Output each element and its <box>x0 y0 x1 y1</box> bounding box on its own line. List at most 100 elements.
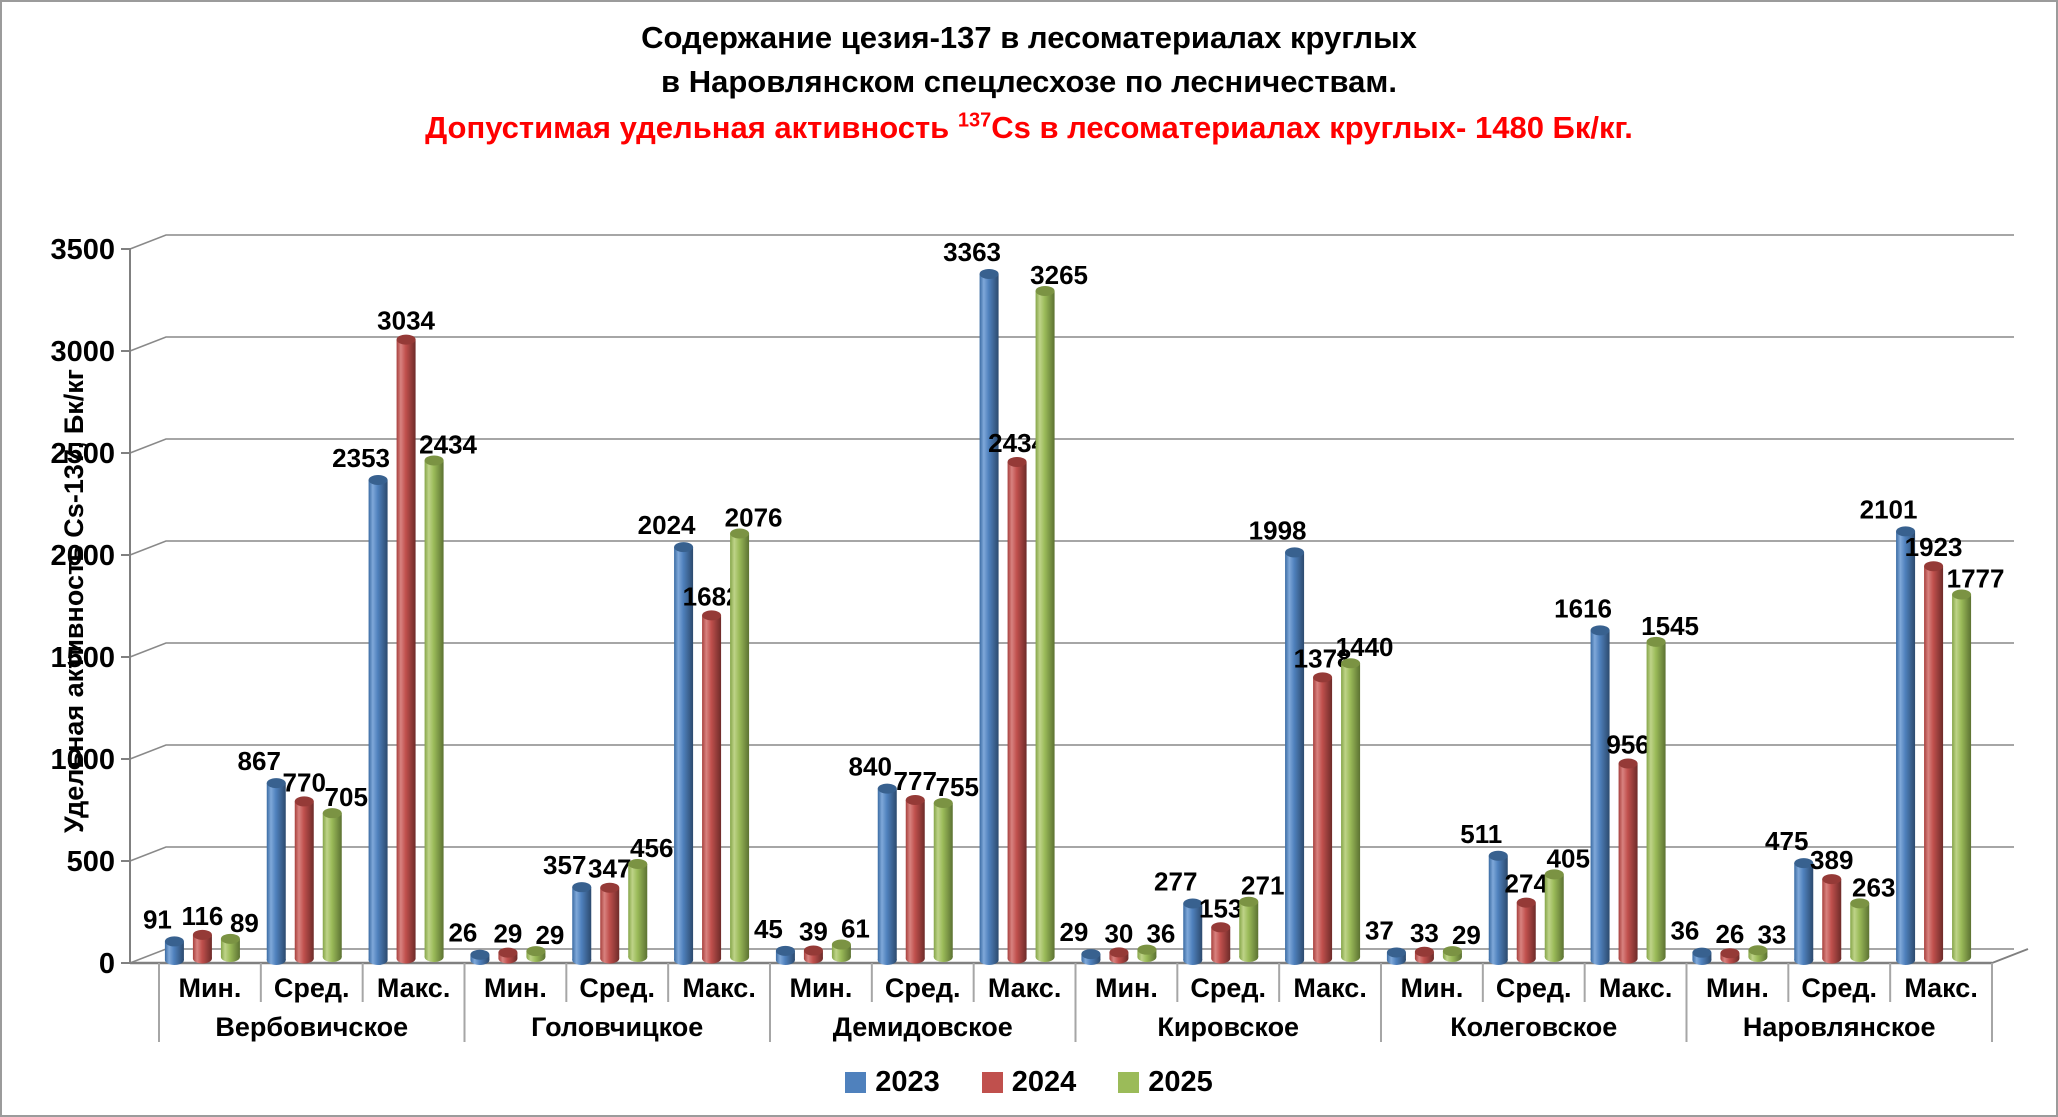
bar-2025-Головчицкое-Сред. <box>628 858 648 962</box>
x-tick-label: Макс. <box>682 973 756 1003</box>
value-label: 1923 <box>1905 532 1963 562</box>
bar-2025-Наровлянское-Мин. <box>1748 945 1768 962</box>
value-label: 29 <box>1059 917 1088 947</box>
bar-2024-Головчицкое-Сред. <box>600 882 620 964</box>
x-tick-label: Макс. <box>1904 973 1978 1003</box>
value-label: 45 <box>754 914 783 944</box>
value-label: 271 <box>1241 871 1284 901</box>
bar-2024-Вербовичское-Сред. <box>294 796 314 964</box>
value-label: 755 <box>936 772 979 802</box>
bar-2023-Вербовичское-Сред. <box>266 778 286 965</box>
bar-2023-Наровлянское-Макс. <box>1896 526 1916 965</box>
legend-label-2024: 2024 <box>1011 1066 1077 1098</box>
x-tick-label: Мин. <box>484 973 547 1003</box>
bar-2023-Кировское-Макс. <box>1285 547 1305 965</box>
bar-2023-Наровлянское-Сред. <box>1794 858 1814 965</box>
x-tick-label: Макс. <box>988 973 1062 1003</box>
value-label: 3034 <box>377 306 435 336</box>
bar-2024-Наровлянское-Мин. <box>1720 948 1740 964</box>
bar-2024-Колеговское-Макс. <box>1618 758 1638 964</box>
x-tick-label: Сред. <box>579 973 655 1003</box>
chart-warning-line: Допустимая удельная активность 137Cs в л… <box>2 106 2056 150</box>
value-label: 263 <box>1852 872 1895 902</box>
value-label: 116 <box>181 901 223 931</box>
value-label: 770 <box>283 767 326 797</box>
bar-2023-Головчицкое-Макс. <box>674 542 694 965</box>
bar-2025-Демидовское-Макс. <box>1035 285 1055 962</box>
legend-swatch-2025 <box>1118 1072 1140 1093</box>
x-tick-label: Мин. <box>178 973 241 1003</box>
bar-2025-Кировское-Мин. <box>1137 944 1157 962</box>
value-label: 33 <box>1410 918 1439 948</box>
value-label: 840 <box>849 752 892 782</box>
y-tick-label: 2500 <box>50 438 115 470</box>
legend-swatch-2024 <box>981 1072 1003 1093</box>
value-label: 2101 <box>1860 494 1918 524</box>
bar-2025-Колеговское-Макс. <box>1646 636 1666 962</box>
floor-right-edge <box>1991 948 2029 964</box>
bar-2023-Кировское-Сред. <box>1183 898 1203 965</box>
x-tick-label: Сред. <box>885 973 961 1003</box>
bar-2025-Головчицкое-Мин. <box>526 946 546 962</box>
value-label: 29 <box>535 920 564 950</box>
bar-2025-Колеговское-Сред. <box>1544 869 1564 962</box>
group-label: Головчицкое <box>531 1012 703 1042</box>
warning-superscript: 137 <box>957 109 992 132</box>
bar-2023-Наровлянское-Мин. <box>1692 947 1712 965</box>
bar-2023-Демидовское-Сред. <box>877 783 897 965</box>
bar-2025-Вербовичское-Сред. <box>322 808 342 962</box>
bar-2025-Вербовичское-Мин. <box>220 933 240 962</box>
value-label: 405 <box>1547 843 1590 873</box>
legend-item-2025: 2025 <box>1118 1066 1213 1099</box>
value-label: 347 <box>588 854 631 884</box>
x-tick-label: Мин. <box>1400 973 1463 1003</box>
value-label: 153 <box>1199 893 1242 923</box>
bar-2025-Кировское-Сред. <box>1239 896 1259 962</box>
bar-2025-Вербовичское-Макс. <box>424 455 444 962</box>
y-tick-label: 0 <box>99 948 115 980</box>
bar-2024-Колеговское-Сред. <box>1516 897 1536 964</box>
bar-2024-Демидовское-Сред. <box>905 794 925 964</box>
y-tick-label: 1000 <box>50 744 115 776</box>
value-label: 36 <box>1146 919 1175 949</box>
value-label: 389 <box>1810 845 1853 875</box>
legend-label-2025: 2025 <box>1148 1066 1213 1098</box>
value-label: 33 <box>1757 919 1786 949</box>
gridline <box>129 438 2014 454</box>
bar-2024-Наровлянское-Сред. <box>1822 874 1842 964</box>
value-label: 1545 <box>1641 611 1699 641</box>
value-label: 2434 <box>419 429 477 459</box>
gridline <box>129 540 2014 556</box>
y-tick-label: 3500 <box>50 234 115 266</box>
x-tick-label: Мин. <box>1095 973 1158 1003</box>
bar-2024-Головчицкое-Макс. <box>702 610 722 964</box>
value-label: 1616 <box>1554 593 1612 623</box>
gridline <box>129 234 2014 250</box>
group-label: Вербовичское <box>215 1012 408 1042</box>
value-label: 89 <box>230 908 259 938</box>
value-label: 511 <box>1460 819 1502 849</box>
legend-swatch-2023 <box>845 1072 867 1093</box>
bar-2024-Вербовичское-Мин. <box>192 929 212 964</box>
bar-2025-Наровлянское-Сред. <box>1850 898 1870 962</box>
value-label: 61 <box>841 914 870 944</box>
value-label: 456 <box>630 833 673 863</box>
bar-2024-Демидовское-Макс. <box>1007 456 1027 964</box>
x-tick-label: Макс. <box>1599 973 1673 1003</box>
bar-2023-Колеговское-Сред. <box>1488 850 1508 965</box>
bar-2025-Демидовское-Мин. <box>831 939 851 962</box>
x-tick-label: Сред. <box>274 973 350 1003</box>
value-label: 37 <box>1365 915 1394 945</box>
legend: 2023 2024 2025 <box>2 1066 2056 1099</box>
value-label: 3363 <box>943 237 1001 267</box>
bar-2023-Вербовичское-Мин. <box>164 936 184 965</box>
bar-2023-Кировское-Мин. <box>1081 949 1101 965</box>
legend-label-2023: 2023 <box>875 1066 940 1098</box>
bar-2023-Головчицкое-Мин. <box>470 949 490 965</box>
legend-item-2023: 2023 <box>845 1066 940 1099</box>
x-tick-label: Мин. <box>1706 973 1769 1003</box>
value-label: 274 <box>1505 869 1549 899</box>
bar-2024-Вербовичское-Макс. <box>396 334 416 964</box>
value-label: 357 <box>543 850 586 880</box>
